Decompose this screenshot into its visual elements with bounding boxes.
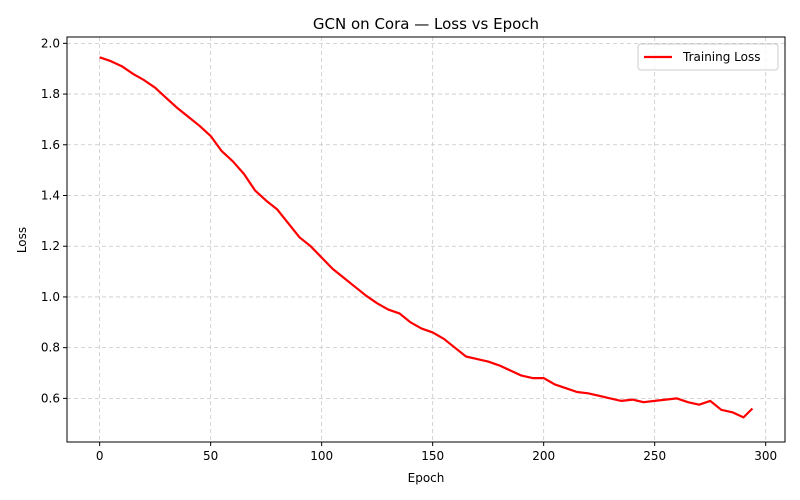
y-axis-title: Loss (15, 227, 29, 253)
y-tick-label: 1.6 (41, 138, 60, 152)
y-tick-label: 0.6 (41, 391, 60, 405)
y-tick-label: 1.2 (41, 239, 60, 253)
y-tick-label: 1.0 (41, 290, 60, 304)
x-tick-label: 150 (421, 449, 444, 463)
plot-area (99, 56, 754, 419)
y-tick-label: 1.4 (41, 189, 60, 203)
chart-title: GCN on Cora — Loss vs Epoch (313, 15, 539, 33)
x-tick-label: 50 (203, 449, 218, 463)
x-axis: 0 50 100 150 200 250 300 (96, 442, 777, 463)
x-tick-label: 100 (310, 449, 333, 463)
legend-label: Training Loss (682, 50, 760, 64)
x-tick-label: 250 (643, 449, 666, 463)
y-tick-label: 1.8 (41, 87, 60, 101)
grid (67, 37, 785, 442)
training-loss-line (99, 56, 754, 419)
y-axis: 0.6 0.8 1.0 1.2 1.4 1.6 1.8 2.0 (41, 36, 67, 405)
x-tick-label: 200 (532, 449, 555, 463)
x-tick-label: 300 (754, 449, 777, 463)
x-tick-label: 0 (96, 449, 104, 463)
plot-frame (66, 36, 786, 443)
x-axis-title: Epoch (408, 471, 445, 485)
legend: Training Loss (637, 43, 779, 71)
legend-box (637, 43, 779, 71)
y-tick-label: 0.8 (41, 341, 60, 355)
y-tick-label: 2.0 (41, 36, 60, 50)
